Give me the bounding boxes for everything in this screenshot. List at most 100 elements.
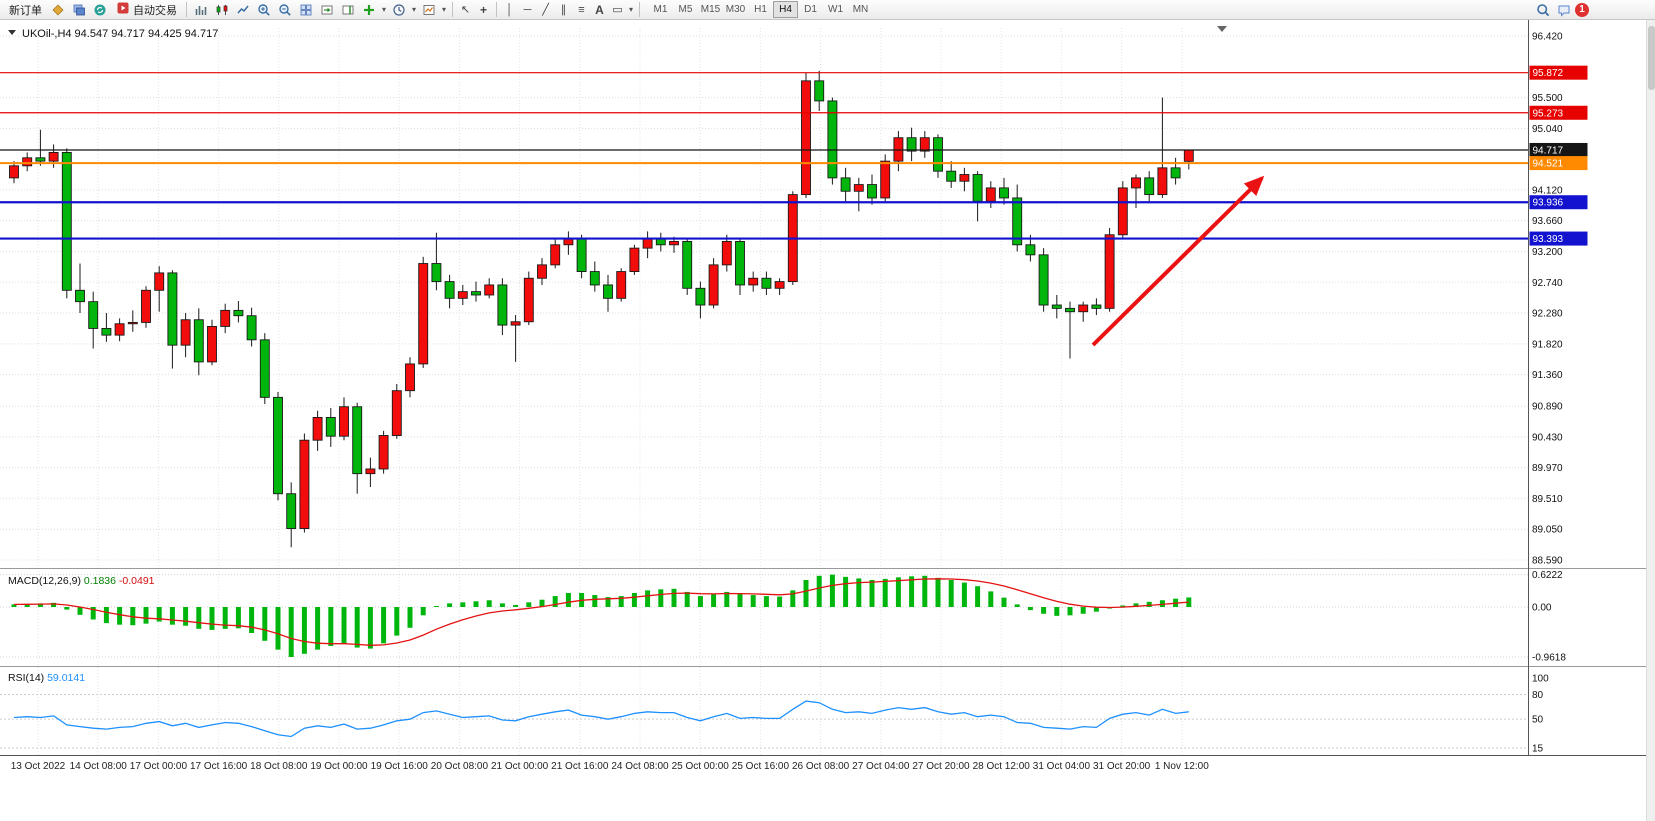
new-order-button[interactable]: 新订单 (4, 1, 47, 19)
macd-histogram-bar (367, 607, 373, 649)
macd-tick-label: -0.9618 (1532, 653, 1566, 664)
candle-bearish (352, 406, 363, 475)
macd-histogram-bar (235, 607, 241, 629)
macd-histogram-bar (697, 596, 703, 607)
date-label: 27 Oct 20:00 (912, 761, 970, 772)
candle-bearish (1091, 304, 1102, 309)
candle-bearish (682, 240, 693, 289)
timeframe-button-h1[interactable]: H1 (748, 1, 773, 18)
macd-histogram-bar (315, 607, 321, 650)
macd-histogram-bar (262, 607, 268, 641)
periods-dropdown-caret[interactable]: ▾ (411, 5, 416, 14)
crosshair-icon[interactable]: + (479, 2, 487, 17)
scrollbar-thumb[interactable] (1648, 26, 1655, 90)
auto-trading-button[interactable]: 自动交易 (111, 1, 182, 19)
macd-histogram-bar (684, 591, 690, 607)
candle-bearish (286, 493, 297, 529)
indicators-dropdown-caret[interactable]: ▾ (381, 5, 386, 14)
timeframe-button-h4[interactable]: H4 (773, 1, 798, 18)
horizontal-line-tool-icon[interactable]: ─ (523, 3, 532, 16)
chart-shift-icon[interactable] (338, 1, 358, 19)
cursor-icon[interactable]: ↖ (460, 4, 471, 16)
templates-icon[interactable] (419, 1, 439, 19)
toolbar-separator (496, 2, 497, 17)
timeframe-button-mn[interactable]: MN (848, 1, 873, 18)
shapes-dropdown-caret[interactable]: ▾ (628, 5, 633, 14)
chart-shift-marker[interactable] (1217, 26, 1227, 32)
label-tool-icon[interactable]: ▭ (612, 4, 623, 16)
templates-dropdown-caret[interactable]: ▾ (441, 5, 446, 14)
date-label: 31 Oct 04:00 (1033, 761, 1091, 772)
candle-bearish (273, 396, 283, 495)
macd-histogram-bar (77, 607, 83, 615)
candle-bullish (312, 416, 323, 441)
rsi-tick-label: 100 (1532, 674, 1549, 685)
date-label: 21 Oct 16:00 (551, 761, 609, 772)
macd-histogram-bar (631, 592, 637, 607)
macd-histogram-bar (711, 594, 717, 607)
candle-bullish (365, 468, 376, 475)
date-label: 17 Oct 00:00 (130, 761, 188, 772)
new-chart-icon[interactable] (48, 1, 68, 19)
macd-histogram-bar (354, 607, 360, 648)
macd-histogram-bar (341, 607, 347, 644)
candle-bearish (246, 315, 257, 341)
candle-bullish (220, 309, 231, 327)
vertical-line-tool-icon[interactable]: │ (506, 3, 513, 16)
macd-histogram-bar (961, 582, 967, 607)
macd-histogram-bar (565, 592, 571, 607)
bar-chart-icon[interactable] (191, 1, 211, 19)
text-tool-icon[interactable]: A (595, 2, 604, 17)
trend-arrow[interactable] (1091, 175, 1265, 347)
chart-canvas[interactable]: 96.420 95.500 95.040 94.120 93.660 93.200 92.7… (0, 20, 1655, 821)
zoom-in-icon[interactable] (254, 1, 274, 19)
vertical-scrollbar[interactable] (1646, 20, 1655, 821)
timeframe-button-d1[interactable]: D1 (798, 1, 823, 18)
macd-histogram-bar (843, 576, 849, 607)
candle-bearish (431, 263, 442, 283)
macd-tick-label: 0.6222 (1532, 570, 1563, 581)
macd-histogram-bar (948, 579, 954, 607)
date-label: 17 Oct 16:00 (190, 761, 248, 772)
macd-histogram-bar (51, 602, 57, 607)
line-chart-icon[interactable] (233, 1, 253, 19)
candlestick-chart-icon[interactable] (212, 1, 232, 19)
indicators-icon[interactable] (359, 1, 379, 19)
price-tick-label: 92.740 (1532, 278, 1563, 289)
timeframe-button-m30[interactable]: M30 (723, 1, 748, 18)
macd-histogram-bar (1067, 607, 1073, 616)
timeframe-button-m1[interactable]: M1 (648, 1, 673, 18)
auto-scroll-icon[interactable] (317, 1, 337, 19)
macd-histogram-bar (1146, 601, 1152, 607)
price-badge-label: 93.393 (1533, 234, 1564, 245)
channel-tool-icon[interactable]: ∥ (560, 4, 567, 16)
date-label: 19 Oct 00:00 (310, 761, 368, 772)
notification-badge[interactable]: 1 (1575, 2, 1589, 17)
chat-icon[interactable] (1554, 1, 1574, 19)
zoom-out-icon[interactable] (275, 1, 295, 19)
macd-histogram-bar (671, 588, 677, 607)
price-tick-label: 94.120 (1532, 185, 1563, 196)
macd-histogram-bar (447, 603, 453, 607)
profiles-icon[interactable] (69, 1, 89, 19)
price-tick-label: 89.050 (1532, 525, 1563, 536)
candle-bullish (550, 244, 561, 266)
candle-bearish (1065, 307, 1075, 313)
tile-windows-icon[interactable] (296, 1, 316, 19)
trendline-tool-icon[interactable]: ╱ (542, 4, 549, 16)
candle-bullish (629, 247, 640, 273)
candle-bearish (972, 174, 983, 202)
price-tick-label: 93.660 (1532, 216, 1563, 227)
candle-bearish (1144, 177, 1155, 196)
date-label: 24 Oct 08:00 (611, 761, 669, 772)
macd-histogram-bar (196, 607, 202, 629)
timeframe-button-w1[interactable]: W1 (823, 1, 848, 18)
timeframe-button-m5[interactable]: M5 (673, 1, 698, 18)
collapse-arrow-icon[interactable] (8, 30, 16, 35)
refresh-icon[interactable] (90, 1, 110, 19)
macd-histogram-bar (460, 602, 466, 607)
search-icon[interactable] (1533, 1, 1553, 19)
periods-clock-icon[interactable] (389, 1, 409, 19)
timeframe-button-m15[interactable]: M15 (698, 1, 723, 18)
fibonacci-tool-icon[interactable]: ≡ (578, 3, 585, 16)
